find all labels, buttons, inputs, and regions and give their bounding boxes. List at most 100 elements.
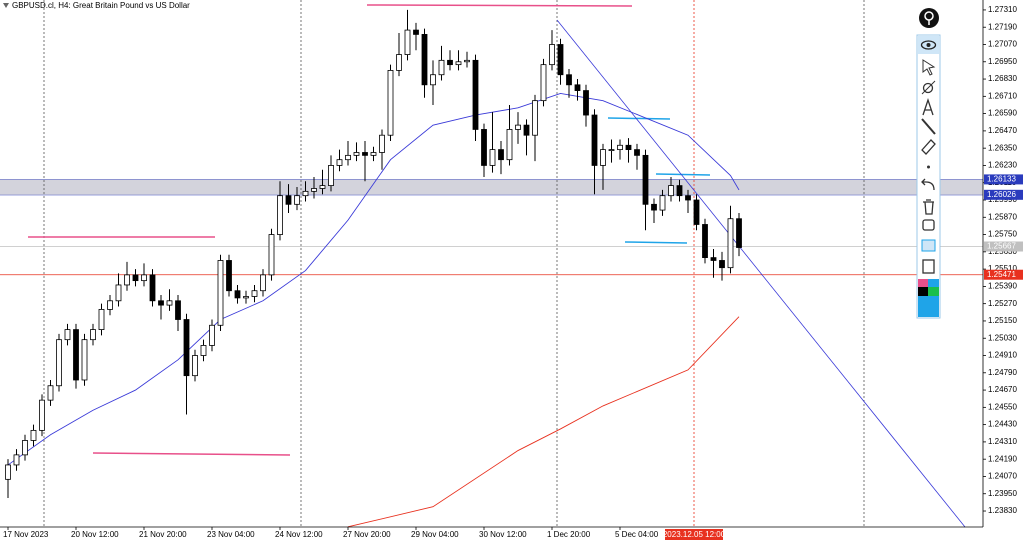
candle-body [141,274,147,282]
x-tick-label: 20 Nov 12:00 [71,530,119,539]
candle-body [90,329,96,341]
candle-body [481,129,487,166]
candle-body [498,149,504,161]
toolbar [916,8,941,319]
candle-body [277,195,283,235]
x-tick-label: 27 Nov 20:00 [343,530,391,539]
y-tick-label: 1.26230 [988,161,1017,170]
color-swatch[interactable] [928,287,939,296]
y-tick-label: 1.26950 [988,57,1017,66]
tool-screenshot[interactable] [921,239,936,252]
candle-body [260,274,266,292]
candle-body [727,218,734,269]
y-tick-label: 1.24190 [988,454,1017,463]
tool-cursor[interactable] [922,59,936,76]
candle-body [234,290,241,299]
y-tick-label: 1.24070 [988,472,1017,481]
horizontal-segment [655,173,711,176]
candle-body [217,260,224,326]
horizontal-segment [624,241,688,244]
x-tick-label: 17 Nov 2023 [3,530,49,539]
tool-ruler[interactable] [921,139,936,155]
candle-body [506,129,513,161]
y-tick-label: 1.25750 [988,230,1017,239]
level-label-box [984,241,1023,252]
candle-body [676,185,683,197]
y-tick-label: 1.26830 [988,74,1017,83]
tool-clipboard[interactable] [922,259,935,274]
candle-body [183,319,190,377]
color-swatch[interactable] [918,287,928,296]
level-label: 1.25667 [987,242,1016,251]
y-tick-label: 1.24550 [988,402,1017,411]
y-tick-label: 1.25390 [988,282,1017,291]
level-label-box [984,174,1023,185]
candle-body [209,324,215,346]
candle-body [243,296,249,299]
candle-body [285,195,292,205]
candle-body [5,464,11,480]
candle-body [430,74,436,86]
candle-body [413,29,419,35]
candle-body [30,429,37,441]
x-tick-label: 24 Nov 12:00 [275,530,323,539]
y-tick-label: 1.24430 [988,420,1017,429]
candle-body [379,134,385,153]
tool-text[interactable] [922,97,934,116]
candle-body [625,144,632,151]
candle-body [532,100,538,136]
candle-body [693,199,700,225]
tool-template[interactable] [922,219,935,231]
color-swatch[interactable] [928,279,939,287]
level-label-box [984,189,1023,200]
candle-body [396,54,402,71]
y-tick-label: 1.23830 [988,506,1017,515]
candle-body [651,203,657,211]
candle-body [404,29,411,55]
candle-body [600,149,606,166]
candle-body [370,152,377,156]
tool-line[interactable] [921,118,936,135]
tool-eye[interactable] [920,40,937,50]
axis-layer: 1.27310 1.27190 1.27070 1.26950 1.26830 1.267… [3,5,1023,539]
y-tick-label: 1.24910 [988,351,1017,360]
candle-body [634,149,640,156]
toolbar-logo[interactable] [919,8,939,28]
candle-body [574,84,581,91]
candle-body [132,274,139,282]
candle-body [200,345,207,356]
candle-body [98,309,105,330]
candle-body [472,59,479,130]
tool-delete[interactable] [923,199,934,215]
y-tick-label: 1.24670 [988,385,1017,394]
candle-body [523,124,530,136]
candle-body [668,185,674,197]
tool-undo[interactable] [921,178,935,191]
candle-body [115,284,122,302]
color-swatch[interactable] [918,279,928,287]
tool-dot[interactable] [927,165,930,169]
candle-body [566,74,572,86]
tool-crosshair[interactable] [922,82,934,94]
level-label: 1.26133 [987,175,1016,184]
candle-body [319,185,326,189]
y-tick-label: 1.25510 [988,264,1017,273]
level-label-box [984,269,1023,280]
candle-body [192,355,198,377]
candle-body [719,260,725,269]
x-tick-label: 1 Dec 20:00 [547,530,591,539]
horizontal-segment [607,117,671,120]
color-swatch[interactable] [918,296,939,317]
candle-body [659,195,666,211]
candle-body [540,64,547,102]
candle-body [251,290,258,297]
candle-body [421,34,428,86]
candle-body [166,300,173,306]
candle-body [353,152,360,156]
y-tick-label: 1.25150 [988,316,1017,325]
candle-body [583,90,589,116]
candle-body [13,454,20,466]
candle-body [362,152,368,156]
y-tick-label: 1.25270 [988,299,1017,308]
